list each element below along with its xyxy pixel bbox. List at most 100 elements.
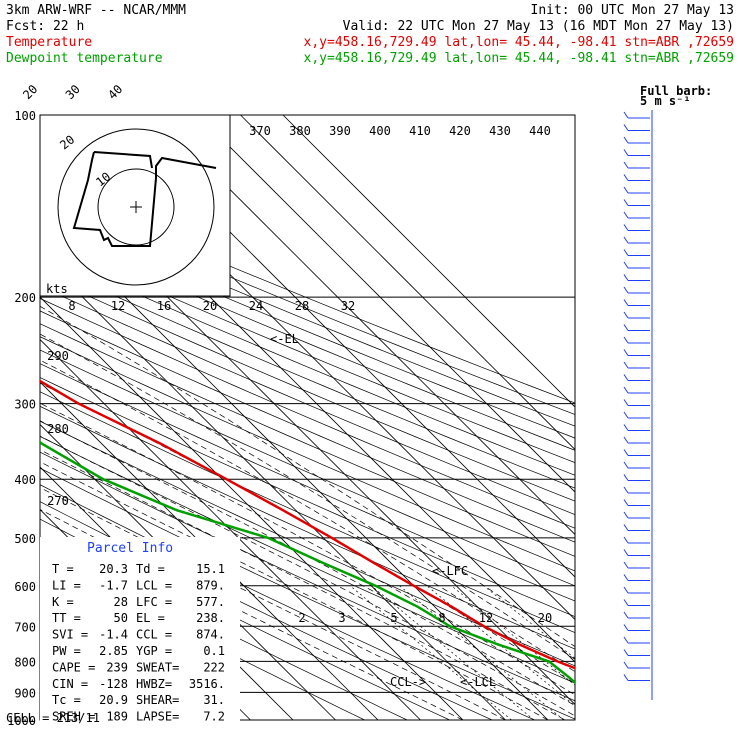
dry-adiabat-290 [40, 451, 575, 702]
parcel-value-2: 28 [114, 595, 128, 609]
parcel-value2-9: 7.2 [203, 710, 225, 724]
dry-adiabat-340 [40, 377, 575, 618]
wind-barb-flag-17 [623, 324, 629, 331]
hodograph: 10 20 kts [39, 114, 231, 297]
wind-barb-flag-32 [623, 511, 629, 519]
theta-label-400: 400 [369, 124, 391, 138]
dewpoint-location: x,y=458.16,729.49 lat,lon= 45.44, -98.41… [304, 51, 734, 66]
pressure-label-1000: 1000 [7, 714, 36, 728]
theta-label-390: 390 [329, 124, 351, 138]
parcel-label2-3: EL = [136, 611, 165, 625]
parcel-label2-5: YGP = [136, 644, 172, 658]
wind-barb-flag-13 [623, 274, 629, 281]
wind-barb-flag-31 [623, 499, 629, 506]
parcel-label2-9: LAPSE= [136, 710, 179, 724]
parcel-value2-6: 222 [203, 660, 225, 674]
wind-barb-flag-37 [623, 574, 629, 581]
init-time: Init: 00 UTC Mon 27 May 13 [531, 3, 735, 18]
mixing-ratio-label-3: 3 [338, 611, 345, 625]
temperature-legend: Temperature [6, 35, 92, 50]
pressure-label-600: 600 [14, 580, 36, 594]
valid-time: Valid: 22 UTC Mon 27 May 13 (16 MDT Mon … [343, 19, 734, 34]
mixing-ratio-label-8: 8 [438, 611, 445, 625]
model-title: 3km ARW-WRF -- NCAR/MMM [6, 3, 186, 18]
wind-barb-flag-20 [623, 361, 629, 369]
hodo-speed-label-16: 16 [157, 299, 171, 313]
parcel-value2-2: 577. [196, 595, 225, 609]
parcel-label-8: Tc = [52, 693, 81, 707]
temperature-location: x,y=458.16,729.49 lat,lon= 45.44, -98.41… [304, 35, 734, 50]
wind-barb-flag-24 [623, 411, 629, 419]
dry-adiabat-400 [40, 298, 575, 529]
wind-barb-flag-0 [623, 111, 629, 119]
wind-barb-flag-30 [623, 486, 629, 494]
barb-legend-line2: 5 m s⁻¹ [640, 94, 691, 108]
forecast-hour: Fcst: 22 h [6, 19, 84, 34]
parcel-value2-0: 15.1 [196, 562, 225, 576]
axis-labels: 1002003004005006007008009001000-80-70-60… [7, 82, 552, 728]
wind-barb-flag-38 [623, 586, 629, 594]
parcel-value-3: 50 [114, 611, 128, 625]
parcel-label-3: TT = [52, 611, 81, 625]
wind-barb-flag-45 [623, 674, 629, 681]
wind-barb-flag-7 [623, 199, 629, 206]
parcel-label2-6: SWEAT= [136, 660, 179, 674]
pressure-label-800: 800 [14, 655, 36, 669]
isotherm-60 [197, 115, 575, 493]
mixing-ratio-20 [483, 585, 575, 659]
hodo-units: kts [46, 282, 68, 296]
isotherm--20 [40, 296, 464, 720]
dry-adiabat-390 [40, 310, 575, 543]
pressure-label-400: 400 [14, 473, 36, 487]
isotherm--30 [40, 338, 421, 720]
parcel-label-1: LI = [52, 578, 81, 592]
wind-barb-flag-28 [623, 461, 629, 469]
theta-label-380: 380 [289, 124, 311, 138]
parcel-value-9: 189 [106, 710, 128, 724]
wind-barb-flag-26 [623, 436, 629, 444]
theta-label-410: 410 [409, 124, 431, 138]
hodo-speed-label-8: 8 [68, 299, 75, 313]
theta-label-430: 430 [489, 124, 511, 138]
dry-adiabat-430 [40, 261, 575, 489]
profile-dewpoint-temperature [40, 440, 575, 685]
parcel-label2-4: CCL = [136, 628, 172, 642]
wind-barb-flag-5 [623, 174, 629, 181]
dry-adiabat-470 [40, 216, 575, 439]
profile-temperature [40, 379, 575, 670]
wind-barb-flag-18 [623, 336, 629, 344]
parcel-label-0: T = [52, 562, 74, 576]
wind-barb-flag-8 [623, 211, 629, 219]
dry-adiabat-350 [40, 363, 575, 602]
isotherm-80 [282, 115, 575, 408]
theta-label-420: 420 [449, 124, 471, 138]
theta-label-370: 370 [249, 124, 271, 138]
hodo-speed-label-20: 20 [203, 299, 217, 313]
dry-adiabat-360 [40, 349, 575, 587]
mixing-ratio-label-2: 2 [298, 611, 305, 625]
wind-barb-flag-44 [623, 661, 629, 669]
wind-barb-flag-42 [623, 636, 629, 644]
dry-adiabat-300 [40, 436, 575, 684]
hodo-speed-label-32: 32 [341, 299, 355, 313]
dry-adiabat-380 [40, 323, 575, 557]
hodo-speed-label-12: 12 [111, 299, 125, 313]
isotherm--10 [40, 253, 506, 720]
wind-barb-flag-16 [623, 311, 629, 319]
wind-barb-flag-25 [623, 424, 629, 431]
pressure-label-100: 100 [14, 109, 36, 123]
parcel-label-4: SVI = [52, 628, 88, 642]
isotherm-70 [240, 115, 575, 451]
parcel-value2-8: 31. [203, 693, 225, 707]
mixing-ratio-12 [451, 585, 575, 686]
hodo-speed-label-24: 24 [249, 299, 263, 313]
annotation-3: CCL-> [390, 675, 426, 689]
parcel-value-1: -1.7 [99, 578, 128, 592]
temp-label-30: 30 [63, 82, 83, 102]
wind-barb-flag-11 [623, 249, 629, 256]
wind-barb-flag-23 [623, 399, 629, 406]
wind-barb-flag-29 [623, 474, 629, 481]
parcel-value-0: 20.3 [99, 562, 128, 576]
wind-barb-flag-41 [623, 624, 629, 631]
wind-barb-flag-12 [623, 261, 629, 269]
